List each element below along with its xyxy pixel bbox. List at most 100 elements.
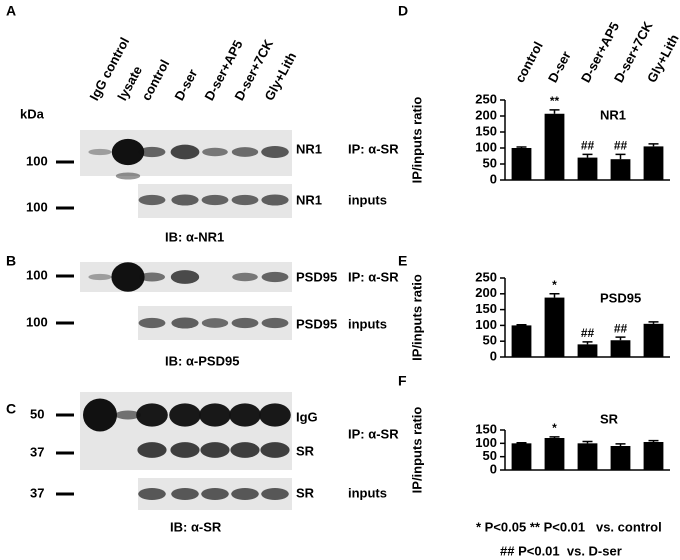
blot-label: inputs [348, 192, 387, 207]
marker: 100 [26, 267, 48, 282]
x-category-label: D-ser [545, 49, 574, 85]
blot-band [201, 194, 229, 206]
blot-band [199, 403, 231, 427]
chart-title: PSD95 [600, 290, 641, 305]
bar [544, 297, 565, 357]
blot-band [111, 138, 145, 166]
y-tick-label: 150 [475, 301, 497, 316]
blot-label: SR [296, 485, 315, 500]
footnote: * P<0.05 ** P<0.01 vs. control [476, 519, 662, 534]
marker: 37 [30, 485, 44, 500]
error-bar [582, 153, 593, 158]
y-tick-label: 200 [475, 285, 497, 300]
footnote: ## P<0.01 vs. D-ser [500, 543, 622, 558]
bar [643, 442, 664, 470]
panel-letter: D [398, 3, 408, 19]
blot-label: PSD95 [296, 316, 337, 331]
error-bar [549, 293, 560, 298]
blot-band [260, 442, 290, 458]
blot-band [170, 270, 200, 284]
blot-band [261, 194, 289, 206]
blot-label: IP: α-SR [348, 269, 399, 284]
y-axis-label: IP/inputs ratio [409, 274, 424, 361]
panel-letter: F [398, 373, 407, 389]
error-bar [615, 336, 626, 341]
blot-label: IP: α-SR [348, 426, 399, 441]
blot-band [261, 317, 289, 329]
significance-label: ## [581, 139, 595, 153]
bar [544, 438, 565, 470]
blot-band [261, 146, 289, 158]
blot-band [230, 442, 260, 458]
error-bar [549, 109, 560, 114]
y-tick-label: 100 [475, 139, 497, 154]
y-tick-label: 250 [475, 269, 497, 284]
blot-band [171, 488, 199, 500]
significance-label: * [552, 421, 557, 435]
blot-band [259, 403, 291, 427]
blot-label: inputs [348, 485, 387, 500]
blot-band [88, 148, 112, 156]
blot-band [138, 317, 166, 329]
blot-band [171, 194, 199, 206]
ib-label: IB: α-PSD95 [165, 353, 239, 368]
panel-letter: A [6, 3, 16, 19]
x-category-label: control [512, 39, 546, 85]
blot-band [115, 172, 141, 180]
y-tick-label: 0 [490, 348, 497, 363]
bar [577, 344, 598, 357]
y-axis-label: IP/inputs ratio [409, 97, 424, 184]
blot-band [261, 488, 289, 500]
significance-label: ** [550, 94, 560, 108]
blot-label: IgG [296, 409, 318, 424]
y-tick-label: 0 [490, 461, 497, 476]
significance-label: ## [614, 321, 628, 335]
panel-letter: E [398, 253, 407, 269]
error-bar [582, 440, 593, 444]
ib-label: IB: α-SR [170, 519, 222, 534]
panel-letter: C [6, 401, 16, 417]
lane-label: D-ser [171, 67, 200, 103]
y-tick-label: 50 [483, 333, 497, 348]
blot-band [83, 398, 117, 432]
bar [577, 157, 598, 180]
error-bar [549, 436, 560, 438]
blot-band [231, 147, 259, 157]
blot-label: NR1 [296, 192, 322, 207]
chart-title: NR1 [600, 107, 626, 122]
significance-label: * [552, 278, 557, 292]
error-bar [615, 443, 626, 446]
blot-band [136, 403, 168, 427]
blot-band [170, 144, 200, 160]
chart-title: SR [600, 411, 619, 426]
blot-band [170, 442, 200, 458]
blot-band [261, 271, 289, 283]
blot-label: inputs [348, 316, 387, 331]
marker: 50 [30, 406, 44, 421]
y-tick-label: 250 [475, 91, 497, 106]
blot-band [111, 262, 145, 292]
significance-label: ## [581, 326, 595, 340]
kda-label: kDa [20, 106, 45, 121]
bar [610, 159, 631, 180]
blot-band [232, 272, 258, 282]
blot-band [201, 318, 229, 328]
marker: 100 [26, 199, 48, 214]
blot-band [201, 488, 229, 500]
blot-band [88, 273, 112, 281]
marker: 100 [26, 153, 48, 168]
y-tick-label: 50 [483, 448, 497, 463]
blot-label: PSD95 [296, 269, 337, 284]
bar [610, 340, 631, 357]
blot-band [115, 410, 141, 420]
blot-band [229, 403, 261, 427]
bar [610, 446, 631, 470]
error-bar [648, 321, 659, 324]
y-tick-label: 100 [475, 435, 497, 450]
blot-label: SR [296, 443, 315, 458]
blot-band [202, 147, 228, 157]
y-tick-label: 100 [475, 317, 497, 332]
bar [544, 113, 565, 180]
blot-band [138, 488, 166, 500]
